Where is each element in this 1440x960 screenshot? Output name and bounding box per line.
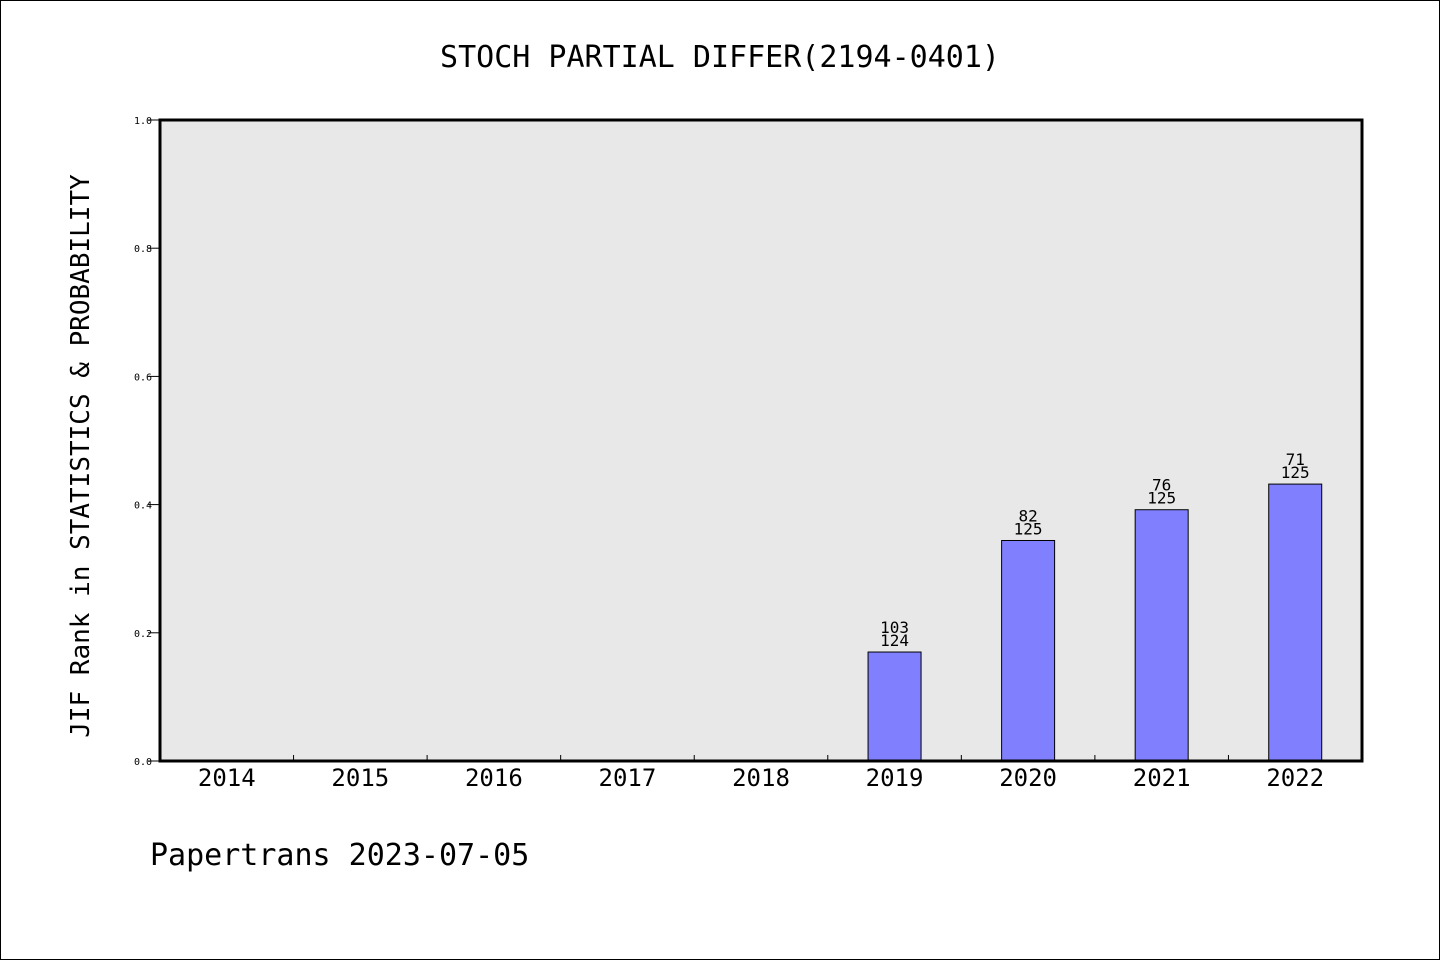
bar-2019 [867,651,922,762]
bar-2020 [1001,539,1056,762]
bar-label-rank: 71 [1286,450,1305,469]
y-tick-label: 0.8 [134,244,152,255]
x-axis: 2014 2015 2016 2017 2018 2019 2020 2021 2022 [198,755,1324,792]
x-tick-label: 2022 [1266,764,1324,792]
y-tick-label: 0.4 [134,501,152,512]
y-tick-label: 0.2 [134,629,152,640]
x-tick-label: 2018 [732,764,790,792]
plot-border [158,118,1364,763]
bar-2021 [1134,509,1189,762]
footer-credit: Papertrans 2023-07-05 [150,838,529,873]
x-tick-label: 2014 [198,764,256,792]
bar-label-rank: 76 [1152,476,1171,495]
bar-label-rank: 82 [1018,506,1037,525]
y-axis-label: JIF Rank in STATISTICS & PROBABILITY [66,174,96,738]
bar-2022 [1268,483,1323,762]
y-tick-label: 1.0 [134,116,152,127]
bar-label-total: 125 [1147,489,1176,508]
x-tick-label: 2020 [999,764,1057,792]
x-tick-label: 2017 [599,764,657,792]
y-tick-label: 0.0 [134,757,152,768]
x-tick-label: 2019 [866,764,924,792]
x-tick-label: 2016 [465,764,523,792]
y-tick-label: 0.6 [134,372,152,383]
x-tick-label: 2015 [331,764,389,792]
bar-label-total: 125 [1014,519,1043,538]
bar-label-total: 124 [880,631,909,650]
bar-label-total: 125 [1281,463,1310,482]
x-tick-label: 2021 [1133,764,1191,792]
chart-title: STOCH PARTIAL DIFFER(2194-0401) [440,40,1000,75]
bar-label-rank: 103 [880,618,909,637]
y-axis: 0.0 0.2 0.4 0.6 0.8 1.0 [134,116,160,768]
